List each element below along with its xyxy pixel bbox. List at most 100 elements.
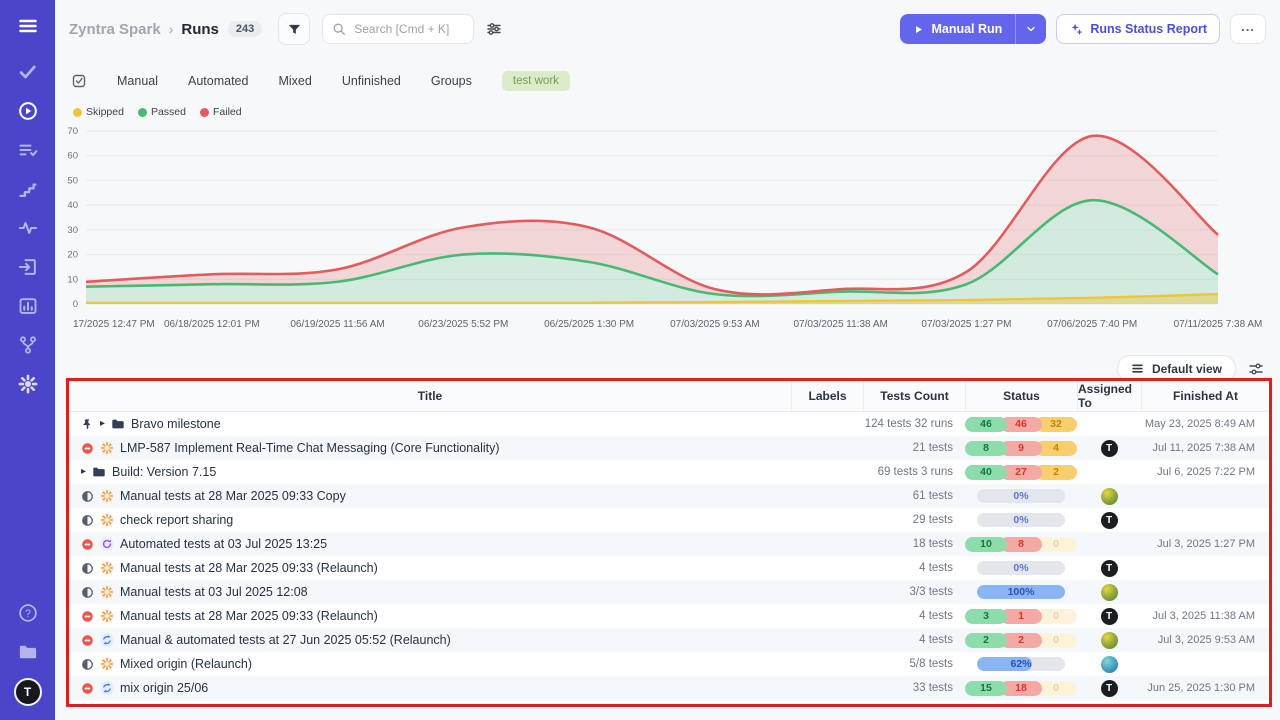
svg-text:30: 30 [67, 225, 78, 236]
list-check-icon[interactable] [15, 137, 41, 163]
finished-at-cell: Jun 25, 2025 1:30 PM [1141, 682, 1269, 694]
in-progress-status-icon [81, 514, 94, 527]
manual-run-button[interactable]: Manual Run [900, 14, 1046, 44]
table-row[interactable]: Manual tests at 03 Jul 2025 12:083/3 tes… [69, 580, 1269, 604]
column-header-tests-count[interactable]: Tests Count [863, 381, 965, 411]
run-title[interactable]: mix origin 25/06 [120, 681, 208, 695]
table-row[interactable]: mix origin 25/0633 tests15180TJun 25, 20… [69, 676, 1269, 700]
run-title[interactable]: Manual tests at 03 Jul 2025 12:08 [120, 585, 308, 599]
progress-label: 100% [977, 585, 1065, 599]
assigned-cell [1077, 584, 1141, 601]
expand-caret-icon[interactable]: ▸ [81, 467, 86, 477]
finished-at-cell: Jul 3, 2025 1:27 PM [1141, 538, 1269, 550]
table-row[interactable]: Manual tests at 28 Mar 2025 09:33 (Relau… [69, 556, 1269, 580]
column-header-title[interactable]: Title [69, 381, 791, 411]
run-title[interactable]: Manual tests at 28 Mar 2025 09:33 (Relau… [120, 609, 378, 623]
assignee-avatar[interactable]: T [1101, 680, 1118, 697]
column-header-labels[interactable]: Labels [791, 381, 863, 411]
select-runs-icon[interactable] [71, 73, 87, 89]
table-row[interactable]: Automated tests at 03 Jul 2025 13:2518 t… [69, 532, 1269, 556]
table-row[interactable]: Manual tests at 28 Mar 2025 09:33 (Relau… [69, 604, 1269, 628]
search-box[interactable] [322, 14, 474, 44]
run-title[interactable]: Automated tests at 03 Jul 2025 13:25 [120, 537, 327, 551]
table-row[interactable]: LMP-587 Implement Real-Time Chat Messagi… [69, 436, 1269, 460]
run-title[interactable]: Manual & automated tests at 27 Jun 2025 … [120, 633, 451, 647]
tab-groups[interactable]: Groups [431, 74, 472, 88]
run-title-cell: Manual tests at 03 Jul 2025 12:08 [69, 585, 791, 599]
bar-chart-icon[interactable] [15, 293, 41, 319]
progress-label: 0% [977, 489, 1065, 503]
assignee-avatar[interactable] [1101, 656, 1118, 673]
table-row[interactable]: Manual tests at 28 Mar 2025 09:33 Copy61… [69, 484, 1269, 508]
menu-icon[interactable] [15, 13, 41, 39]
sparkle-icon [1069, 22, 1083, 36]
play-circle-icon[interactable] [15, 98, 41, 124]
sign-in-icon[interactable] [15, 254, 41, 280]
table-row[interactable]: check report sharing 29 tests 0% T [69, 508, 1269, 532]
run-title-cell: check report sharing [69, 513, 791, 527]
mixed-run-icon [100, 681, 114, 695]
branch-icon[interactable] [15, 332, 41, 358]
table-row[interactable]: ▸Bravo milestone124 tests 32 runs464632M… [69, 412, 1269, 436]
tests-count-cell: 29 tests [863, 514, 965, 526]
tag-chip[interactable]: test work [502, 71, 570, 91]
run-title[interactable]: Build: Version 7.15 [112, 465, 216, 479]
assignee-avatar[interactable]: T [1101, 440, 1118, 457]
assigned-cell [1077, 632, 1141, 649]
gear-icon[interactable] [15, 371, 41, 397]
legend-label: Skipped [86, 106, 124, 118]
more-actions-button[interactable]: ... [1230, 14, 1266, 44]
filter-tabs: Manual Automated Mixed Unfinished Groups tes… [71, 68, 570, 94]
tabs-container: Manual Automated Mixed Unfinished Groups [117, 74, 472, 88]
expand-caret-icon[interactable]: ▸ [100, 419, 105, 429]
tab-unfinished[interactable]: Unfinished [342, 74, 401, 88]
tab-mixed[interactable]: Mixed [278, 74, 311, 88]
assignee-avatar[interactable]: T [1101, 608, 1118, 625]
table-row[interactable]: Mixed origin (Relaunch)5/8 tests62% [69, 652, 1269, 676]
table-settings-icon[interactable] [1248, 361, 1264, 377]
run-title[interactable]: Manual tests at 28 Mar 2025 09:33 (Relau… [120, 561, 378, 575]
column-header-status[interactable]: Status [965, 381, 1077, 411]
runs-status-report-button[interactable]: Runs Status Report [1056, 14, 1220, 44]
pin-icon [81, 418, 94, 431]
pulse-icon[interactable] [15, 215, 41, 241]
assignee-avatar[interactable] [1101, 584, 1118, 601]
tab-automated[interactable]: Automated [188, 74, 248, 88]
help-icon[interactable]: ? [15, 600, 41, 626]
search-settings-icon[interactable] [486, 21, 502, 37]
progress-label: 0% [977, 513, 1065, 527]
svg-text:06/25/2025 1:30 PM: 06/25/2025 1:30 PM [544, 319, 634, 330]
column-header-assigned-to[interactable]: Assigned To [1077, 381, 1141, 411]
filter-button[interactable] [278, 13, 310, 45]
tab-manual[interactable]: Manual [117, 74, 158, 88]
manual-run-icon [100, 489, 114, 503]
svg-text:06/19/2025 11:56 AM: 06/19/2025 11:56 AM [290, 319, 384, 330]
run-title[interactable]: Mixed origin (Relaunch) [120, 657, 252, 671]
assignee-avatar[interactable] [1101, 488, 1118, 505]
column-header-finished-at[interactable]: Finished At [1141, 381, 1269, 411]
assignee-avatar[interactable] [1101, 632, 1118, 649]
user-avatar[interactable]: T [14, 678, 42, 706]
runs-count-badge: 243 [228, 21, 262, 37]
table-header: TitleLabelsTests CountStatusAssigned ToF… [69, 381, 1269, 412]
check-icon[interactable] [15, 59, 41, 85]
run-title[interactable]: Bravo milestone [131, 417, 221, 431]
folder-icon[interactable] [15, 639, 41, 665]
search-input[interactable] [352, 21, 468, 37]
svg-text:10: 10 [67, 274, 78, 285]
progress-bar: 0% [977, 489, 1065, 503]
assigned-cell: T [1077, 512, 1141, 529]
table-row[interactable]: Manual & automated tests at 27 Jun 2025 … [69, 628, 1269, 652]
assignee-avatar[interactable]: T [1101, 560, 1118, 577]
run-title[interactable]: check report sharing [120, 513, 233, 527]
run-title[interactable]: Manual tests at 28 Mar 2025 09:33 Copy [120, 489, 346, 503]
steps-icon[interactable] [15, 176, 41, 202]
assignee-avatar[interactable]: T [1101, 512, 1118, 529]
svg-text:60: 60 [67, 151, 78, 162]
status-cell: 464632 [965, 417, 1077, 432]
table-row[interactable]: ▸Build: Version 7.1569 tests 3 runs40272… [69, 460, 1269, 484]
run-title[interactable]: LMP-587 Implement Real-Time Chat Messagi… [120, 441, 500, 455]
sidebar-top-icons [15, 13, 41, 410]
manual-run-dropdown[interactable] [1016, 14, 1046, 44]
breadcrumb-project[interactable]: Zyntra Spark [69, 21, 161, 38]
